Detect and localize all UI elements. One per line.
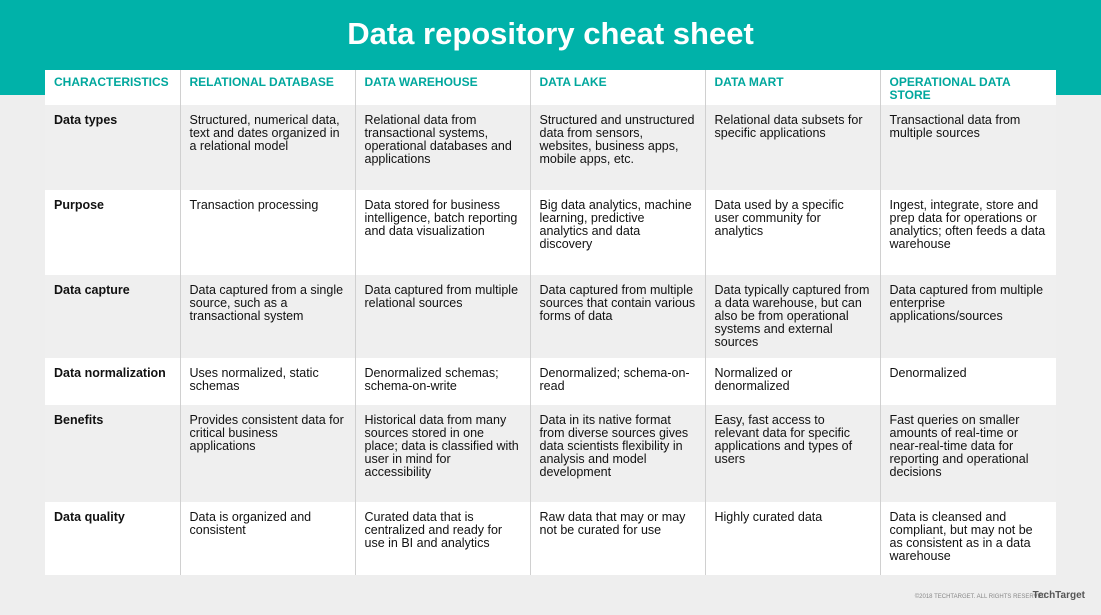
copyright: ©2018 TECHTARGET. ALL RIGHTS RESERVED bbox=[914, 594, 1046, 600]
table-cell: Data used by a specific user community f… bbox=[704, 190, 880, 275]
header-row: CHARACTERISTICS RELATIONAL DATABASE DATA W… bbox=[45, 70, 1056, 105]
title: Data repository cheat sheet bbox=[347, 16, 754, 51]
column-header: DATA MART bbox=[704, 70, 880, 105]
table-cell: Data stored for business intelligence, b… bbox=[354, 190, 530, 275]
column-header: OPERATIONAL DATA STORE bbox=[879, 70, 1056, 105]
table-cell: Data captured from a single source, such… bbox=[179, 275, 355, 358]
table-cell: Transactional data from multiple sources bbox=[879, 105, 1056, 190]
table-row: Data types Structured, numerical data, te… bbox=[45, 105, 1056, 190]
table-cell: Data is organized and consistent bbox=[179, 502, 355, 575]
table-cell: Transaction processing bbox=[179, 190, 355, 275]
table-cell: Uses normalized, static schemas bbox=[179, 358, 355, 405]
table: CHARACTERISTICS RELATIONAL DATABASE DATA W… bbox=[45, 70, 1056, 575]
table-cell: Ingest, integrate, store and prep data f… bbox=[879, 190, 1056, 275]
table-cell: Data captured from multiple sources that… bbox=[529, 275, 705, 358]
table-cell: Data captured from multiple enterprise a… bbox=[879, 275, 1056, 358]
table-cell: Easy, fast access to relevant data for s… bbox=[704, 405, 880, 502]
table-cell: Data captured from multiple relational s… bbox=[354, 275, 530, 358]
table-cell: Provides consistent data for critical bu… bbox=[179, 405, 355, 502]
row-header: Data types bbox=[45, 105, 180, 190]
column-header: DATA LAKE bbox=[529, 70, 705, 105]
column-header: DATA WAREHOUSE bbox=[354, 70, 530, 105]
table-cell: Structured and unstructured data from se… bbox=[529, 105, 705, 190]
table-cell: Historical data from many sources stored… bbox=[354, 405, 530, 502]
table-cell: Data typically captured from a data ware… bbox=[704, 275, 880, 358]
row-header: Data capture bbox=[45, 275, 180, 358]
table-row: Data quality Data is organized and consis… bbox=[45, 502, 1056, 575]
table-cell: Big data analytics, machine learning, pr… bbox=[529, 190, 705, 275]
table-cell: Data is cleansed and compliant, but may … bbox=[879, 502, 1056, 575]
table-row: Data normalization Uses normalized, stati… bbox=[45, 358, 1056, 405]
table-cell: Raw data that may or may not be curated … bbox=[529, 502, 705, 575]
table-cell: Denormalized; schema-on-read bbox=[529, 358, 705, 405]
column-header: CHARACTERISTICS bbox=[45, 70, 180, 105]
table-cell: Relational data from transactional syste… bbox=[354, 105, 530, 190]
table-cell: Normalized or denormalized bbox=[704, 358, 880, 405]
column-header: RELATIONAL DATABASE bbox=[179, 70, 355, 105]
table-cell: Relational data subsets for specific app… bbox=[704, 105, 880, 190]
table-row: Benefits Provides consistent data for cri… bbox=[45, 405, 1056, 502]
table-cell: Highly curated data bbox=[704, 502, 880, 575]
logo: TechTarget bbox=[1032, 590, 1085, 601]
row-header: Purpose bbox=[45, 190, 180, 275]
table-row: Data capture Data captured from a single … bbox=[45, 275, 1056, 358]
table-cell: Data in its native format from diverse s… bbox=[529, 405, 705, 502]
table-cell: Structured, numerical data, text and dat… bbox=[179, 105, 355, 190]
table-cell: Denormalized schemas; schema-on-write bbox=[354, 358, 530, 405]
row-header: Data quality bbox=[45, 502, 180, 575]
row-header: Data normalization bbox=[45, 358, 180, 405]
table-cell: Fast queries on smaller amounts of real-… bbox=[879, 405, 1056, 502]
row-header: Benefits bbox=[45, 405, 180, 502]
table-cell: Denormalized bbox=[879, 358, 1056, 405]
table-cell: Curated data that is centralized and rea… bbox=[354, 502, 530, 575]
table-row: Purpose Transaction processing Data stored… bbox=[45, 190, 1056, 275]
